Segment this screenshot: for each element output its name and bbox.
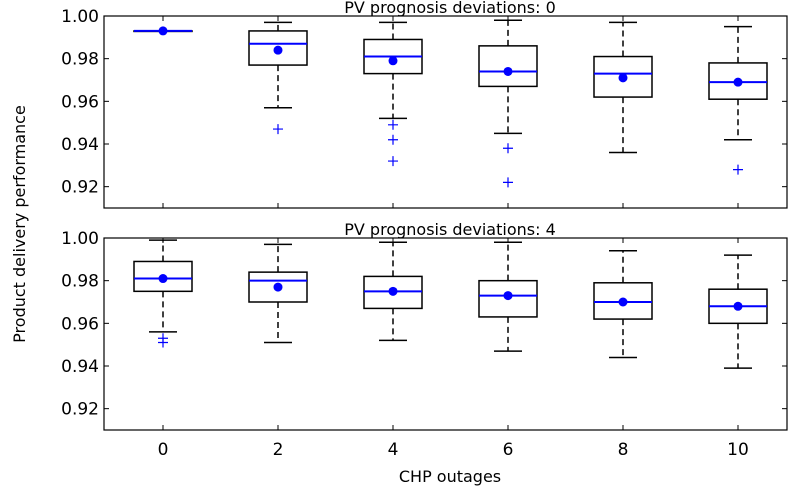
y-tick-label: 0.94: [61, 357, 99, 377]
panel-bottom-y-axis: 0.92 0.94 0.96 0.98 1.00: [61, 229, 787, 420]
mean-marker: [273, 45, 283, 55]
outlier-marker: [158, 337, 168, 348]
iqr-box: [478, 279, 538, 318]
y-tick-label: 0.96: [61, 314, 99, 334]
panel-bottom-title: PV prognosis deviations: 4: [344, 220, 556, 239]
mean-marker: [733, 301, 743, 311]
box-6: [478, 241, 538, 352]
x-axis-label: CHP outages: [399, 467, 501, 486]
iqr-box: [248, 271, 308, 303]
mean-marker: [618, 297, 628, 307]
iqr-box: [593, 55, 653, 98]
iqr-box: [133, 260, 193, 293]
outlier-marker: [388, 156, 398, 167]
y-tick-label: 0.94: [61, 135, 99, 155]
iqr-box: [478, 45, 538, 88]
panel-top-title: PV prognosis deviations: 0: [344, 0, 556, 17]
iqr-box: [363, 275, 423, 310]
mean-marker: [733, 77, 743, 87]
outlier-marker: [503, 177, 513, 188]
x-tick-label: 6: [503, 440, 514, 460]
y-tick-label: 0.92: [61, 178, 99, 198]
panel-top-x-ticks: [162, 16, 739, 208]
box-4: [363, 241, 423, 342]
box-8: [593, 250, 653, 359]
y-tick-label: 1.00: [61, 229, 99, 249]
x-tick-labels: 0 2 4 6 8 10: [158, 440, 749, 460]
outlier-marker: [388, 119, 398, 130]
box-10: [708, 25, 768, 175]
outlier-marker: [733, 164, 743, 175]
x-tick-label: 4: [388, 440, 399, 460]
panel-bottom-x-ticks: [162, 238, 739, 430]
y-tick-label: 0.96: [61, 92, 99, 112]
box-6: [478, 19, 538, 188]
mean-marker: [503, 66, 513, 76]
outlier-marker: [273, 124, 283, 135]
x-tick-label: 8: [618, 440, 629, 460]
y-tick-label: 1.00: [61, 7, 99, 27]
panel-bottom-boxes: [133, 239, 768, 369]
iqr-box: [593, 282, 653, 320]
mean-marker: [388, 56, 398, 66]
x-tick-label: 0: [158, 440, 169, 460]
x-tick-label: 2: [273, 440, 284, 460]
y-tick-label: 0.98: [61, 50, 99, 70]
y-tick-label: 0.98: [61, 272, 99, 292]
box-0: [133, 26, 193, 36]
mean-marker: [503, 291, 513, 301]
panel-top-y-axis: 0.92 0.94 0.96 0.98 1.00: [61, 7, 787, 198]
panel-bottom: PV prognosis deviations: 4 0.920.940.960…: [61, 220, 788, 431]
panel-top: PV prognosis deviations: 0 0.920.940.960…: [61, 0, 788, 209]
box-0: [133, 239, 193, 348]
mean-marker: [158, 26, 168, 36]
outlier-marker: [503, 143, 513, 154]
panel-top-frame: [103, 15, 788, 209]
mean-marker: [273, 282, 283, 292]
mean-marker: [618, 73, 628, 83]
box-4: [363, 21, 423, 167]
box-2: [248, 21, 308, 135]
mean-marker: [388, 286, 398, 296]
panel-bottom-frame: [103, 237, 788, 431]
box-10: [708, 254, 768, 369]
mean-marker: [158, 274, 168, 284]
outlier-marker: [388, 134, 398, 145]
panel-top-boxes: [133, 19, 768, 188]
box-8: [593, 21, 653, 154]
iqr-box: [708, 62, 768, 100]
box-2: [248, 243, 308, 344]
iqr-box: [248, 30, 308, 66]
x-tick-label: 10: [727, 440, 749, 460]
y-axis-label: Product delivery performance: [10, 105, 29, 343]
y-tick-label: 0.92: [61, 400, 99, 420]
